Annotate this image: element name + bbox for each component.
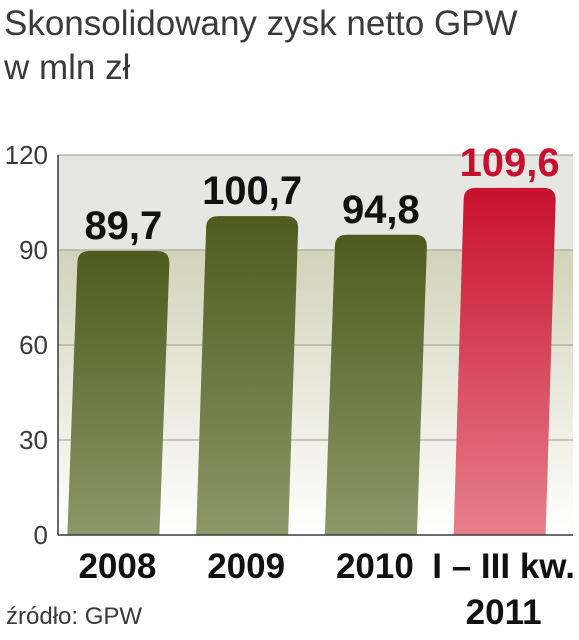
y-tick-label: 120	[5, 140, 48, 170]
axes: 0 30 60 90 120	[5, 140, 573, 550]
bars	[67, 187, 556, 536]
data-label-1: 89,7	[84, 204, 162, 248]
bar-3	[324, 234, 427, 536]
x-tick-label-4: I – III kw.	[432, 547, 575, 586]
labels: 89,7 2008 100,7 2009 94,8 2010 109,6 I – III kw…	[78, 141, 575, 632]
title-line-1: Skonsolidowany zysk netto GPW	[4, 4, 518, 43]
data-label-2: 100,7	[202, 169, 302, 213]
x-tick-label-3: 2010	[336, 547, 414, 586]
x-tick-label-4: 2011	[466, 593, 542, 632]
data-label-3: 94,8	[342, 188, 420, 232]
bar-4	[453, 187, 556, 535]
y-tick-label: 30	[19, 425, 48, 455]
chart-title: Skonsolidowany zysk netto GPW w mln zł	[4, 2, 518, 90]
source-note: źródło: GPW	[6, 603, 143, 630]
title-line-2: w mln zł	[4, 48, 131, 87]
y-tick-label: 0	[34, 520, 48, 550]
x-tick-label-1: 2008	[78, 547, 156, 586]
y-tick-label: 60	[19, 330, 48, 360]
data-label-4: 109,6	[460, 141, 560, 185]
bar-2	[196, 216, 299, 535]
x-tick-label-2: 2009	[207, 547, 285, 586]
bar-1	[67, 250, 170, 535]
y-tick-label: 90	[19, 235, 48, 265]
